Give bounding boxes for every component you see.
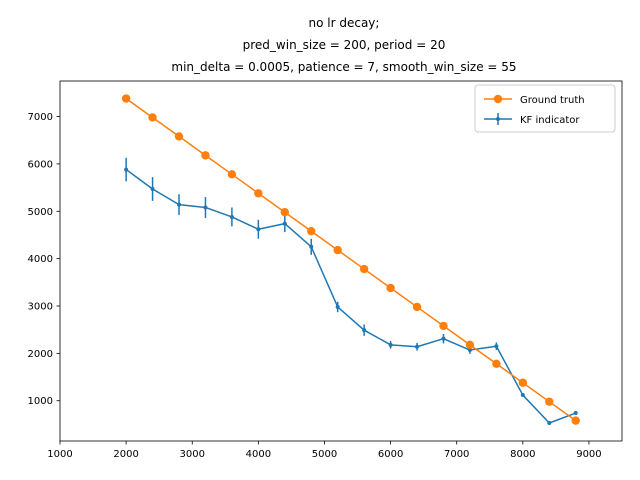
kf-indicator-point xyxy=(441,336,446,341)
kf-indicator-point xyxy=(415,344,420,349)
series-kf-indicator xyxy=(124,157,578,425)
x-tick-label: 1000 xyxy=(47,449,72,460)
ground-truth-point xyxy=(359,264,369,274)
kf-indicator-point xyxy=(388,342,393,347)
kf-indicator-point xyxy=(124,167,129,172)
legend-ground-truth-marker xyxy=(493,94,503,104)
y-tick-label: 2000 xyxy=(28,349,53,360)
ground-truth-point xyxy=(465,340,475,350)
chart-title: no lr decay; pred_win_size = 200, period… xyxy=(171,16,516,74)
kf-indicator-point xyxy=(282,221,287,226)
ground-truth-point xyxy=(254,189,263,198)
kf-indicator-point xyxy=(547,421,552,425)
x-tick-label: 2000 xyxy=(113,449,138,460)
x-tick-label: 9000 xyxy=(576,449,601,460)
x-tick-label: 3000 xyxy=(180,449,205,460)
ground-truth-point xyxy=(121,94,131,103)
legend: Ground truth KF indicator xyxy=(474,84,616,133)
kf-indicator-point xyxy=(335,304,340,309)
kf-indicator-point xyxy=(229,214,234,219)
ground-truth-point xyxy=(201,151,210,160)
kf-indicator-point xyxy=(362,328,367,333)
y-tick-label: 6000 xyxy=(28,159,53,170)
chart-title-line-3: min_delta = 0.0005, patience = 7, smooth… xyxy=(171,60,516,74)
x-tick-label: 4000 xyxy=(246,449,271,460)
ground-truth-point xyxy=(412,302,422,312)
kf-indicator-point xyxy=(573,411,578,416)
ground-truth-point xyxy=(386,283,395,293)
x-axis: 1000 2000 3000 4000 5000 6000 7000 8000 9000 xyxy=(47,441,602,460)
ground-truth-point xyxy=(571,416,580,425)
x-tick-label: 8000 xyxy=(510,449,535,460)
y-tick-label: 5000 xyxy=(28,207,53,218)
ground-truth-line xyxy=(125,97,577,422)
series-ground-truth xyxy=(121,94,580,425)
kf-indicator-point xyxy=(520,393,525,398)
legend-frame xyxy=(474,84,616,133)
kf-indicator-line xyxy=(125,168,576,424)
ground-truth-point xyxy=(280,208,289,217)
ground-truth-point xyxy=(333,245,342,255)
chart-title-line-1: no lr decay; xyxy=(309,16,380,30)
ground-truth-point xyxy=(439,321,448,331)
ground-truth-point xyxy=(307,226,316,236)
plot-area xyxy=(59,80,623,442)
ground-truth-point xyxy=(174,132,184,141)
y-tick-label: 3000 xyxy=(28,302,53,313)
legend-ground-truth-label: Ground truth xyxy=(520,95,585,106)
ground-truth-point xyxy=(492,359,501,368)
kf-indicator-point xyxy=(467,348,472,353)
legend-kf-indicator-marker xyxy=(496,117,500,121)
legend-kf-indicator-label: KF indicator xyxy=(520,115,580,126)
kf-indicator-point xyxy=(150,187,155,191)
kf-indicator-point xyxy=(494,344,499,349)
ground-truth-point xyxy=(227,170,237,179)
chart-title-line-2: pred_win_size = 200, period = 20 xyxy=(243,38,446,52)
kf-indicator-point xyxy=(177,202,182,207)
x-tick-label: 5000 xyxy=(312,449,337,460)
kf-indicator-point xyxy=(309,244,314,249)
ground-truth-point xyxy=(545,397,554,406)
y-tick-label: 4000 xyxy=(28,254,53,265)
x-tick-label: 7000 xyxy=(444,449,469,460)
x-tick-label: 6000 xyxy=(378,449,403,460)
kf-indicator-point xyxy=(256,227,261,232)
kf-indicator-point xyxy=(203,205,208,210)
ground-truth-point xyxy=(148,113,157,122)
y-axis: 1000 2000 3000 4000 5000 6000 7000 xyxy=(28,112,60,407)
axes-frame xyxy=(59,80,623,442)
y-tick-label: 7000 xyxy=(28,112,53,123)
y-tick-label: 1000 xyxy=(28,396,53,407)
ground-truth-point xyxy=(518,378,528,387)
series-layer xyxy=(121,94,580,425)
